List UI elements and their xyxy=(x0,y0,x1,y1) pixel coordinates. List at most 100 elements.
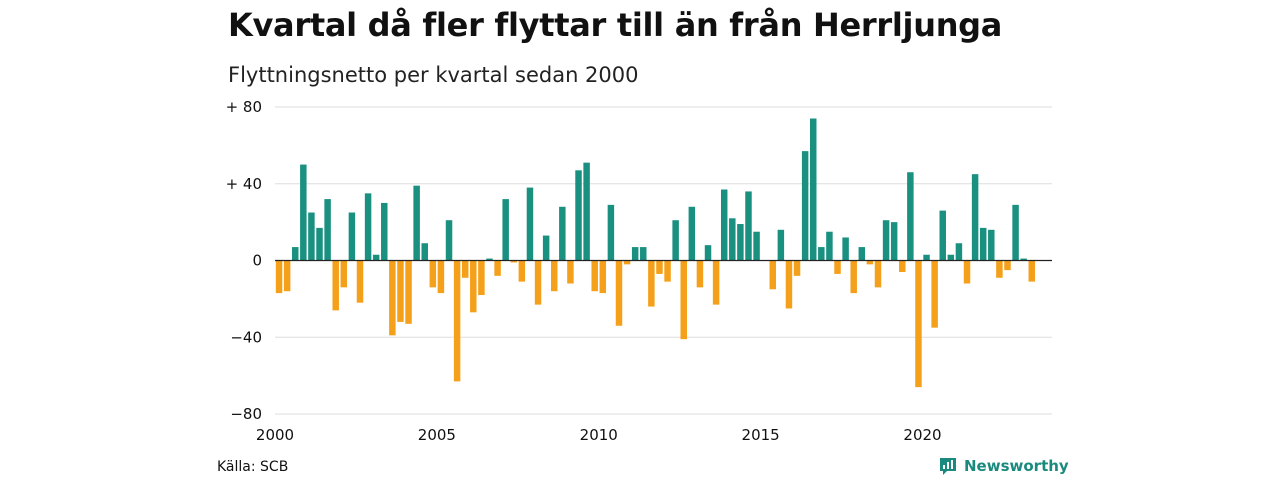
bar xyxy=(502,199,509,261)
bar xyxy=(615,260,623,326)
x-tick-label: 2015 xyxy=(742,426,780,444)
bar xyxy=(818,247,825,261)
bar xyxy=(453,260,461,382)
x-tick-label: 2020 xyxy=(903,426,941,444)
bar xyxy=(656,260,663,274)
bar xyxy=(745,191,752,261)
bar xyxy=(939,210,946,261)
bar xyxy=(979,227,987,261)
bar xyxy=(275,260,283,294)
bar xyxy=(591,260,598,292)
bar xyxy=(696,260,704,288)
bar xyxy=(753,231,760,261)
bar xyxy=(470,260,477,313)
bar xyxy=(316,227,323,261)
bar xyxy=(575,170,582,261)
bar xyxy=(834,260,841,274)
bar xyxy=(1020,258,1027,261)
bar xyxy=(971,174,979,261)
bar xyxy=(793,260,801,276)
bar xyxy=(996,260,1003,278)
gridlines xyxy=(275,106,1052,415)
y-tick-label: + 80 xyxy=(226,98,262,116)
y-axis-ticks: + 80 + 40 0 −40 −80 xyxy=(226,98,262,423)
bar xyxy=(801,151,809,261)
bar xyxy=(640,247,647,261)
bar xyxy=(623,260,631,265)
chart-subtitle: Flyttningsnetto per kvartal sedan 2000 xyxy=(228,63,639,87)
bar xyxy=(648,260,655,307)
bar xyxy=(842,237,849,261)
bar xyxy=(923,254,930,261)
bar xyxy=(688,206,696,261)
bar xyxy=(631,247,639,261)
bar xyxy=(397,260,404,322)
bar xyxy=(413,185,420,261)
bar xyxy=(672,220,679,261)
bar xyxy=(664,260,671,282)
bar xyxy=(850,260,857,294)
x-tick-label: 2000 xyxy=(256,426,294,444)
bar xyxy=(882,220,890,261)
bar xyxy=(534,260,542,305)
bar xyxy=(478,260,485,296)
bar xyxy=(445,220,453,261)
brand-name: Newsworthy xyxy=(964,457,1069,475)
y-tick-label: −40 xyxy=(230,328,262,346)
bar xyxy=(510,260,518,263)
bar xyxy=(785,260,793,309)
bar xyxy=(437,260,445,294)
bar xyxy=(300,164,307,261)
newsworthy-logo-icon xyxy=(940,458,956,475)
source-label: Källa: SCB xyxy=(217,459,289,475)
bar xyxy=(737,224,744,261)
bar xyxy=(955,243,963,261)
bar xyxy=(356,260,364,303)
chart-title: Kvartal då fler flyttar till än från Her… xyxy=(228,6,1003,44)
bar xyxy=(712,260,720,305)
bar xyxy=(389,260,396,336)
bar xyxy=(720,189,728,261)
bar xyxy=(931,260,938,328)
bar xyxy=(494,260,501,276)
bar xyxy=(729,218,736,261)
bar xyxy=(332,260,339,311)
bar xyxy=(526,187,534,261)
y-tick-label: + 40 xyxy=(226,175,262,193)
bar xyxy=(567,260,574,284)
bar xyxy=(583,162,590,261)
bar xyxy=(963,260,971,284)
bar xyxy=(429,260,437,288)
bar xyxy=(810,118,817,261)
bar xyxy=(1012,204,1019,261)
bar xyxy=(308,212,315,261)
bar xyxy=(769,260,777,290)
bar xyxy=(947,254,955,261)
bar xyxy=(324,199,331,261)
bar xyxy=(890,222,898,261)
bar xyxy=(680,260,687,340)
y-tick-label: −80 xyxy=(230,405,262,423)
bar xyxy=(915,260,922,388)
bar xyxy=(461,260,469,278)
bar xyxy=(518,260,526,282)
bar xyxy=(421,243,428,261)
bar xyxy=(777,229,785,261)
bar xyxy=(283,260,291,292)
bar xyxy=(988,229,995,261)
x-tick-label: 2010 xyxy=(580,426,618,444)
bar xyxy=(1028,260,1036,282)
x-axis-ticks: 2000 2005 2010 2015 2020 xyxy=(256,426,942,444)
x-tick-label: 2005 xyxy=(418,426,456,444)
bar xyxy=(486,258,493,261)
bar xyxy=(599,260,607,294)
bar xyxy=(292,247,299,261)
bar xyxy=(1004,260,1011,271)
bars xyxy=(275,118,1036,388)
bar xyxy=(826,231,833,261)
bar xyxy=(542,235,550,261)
bar xyxy=(372,254,380,261)
bar xyxy=(858,247,866,261)
bar xyxy=(704,245,712,261)
brand-logo: Newsworthy xyxy=(938,456,1069,476)
